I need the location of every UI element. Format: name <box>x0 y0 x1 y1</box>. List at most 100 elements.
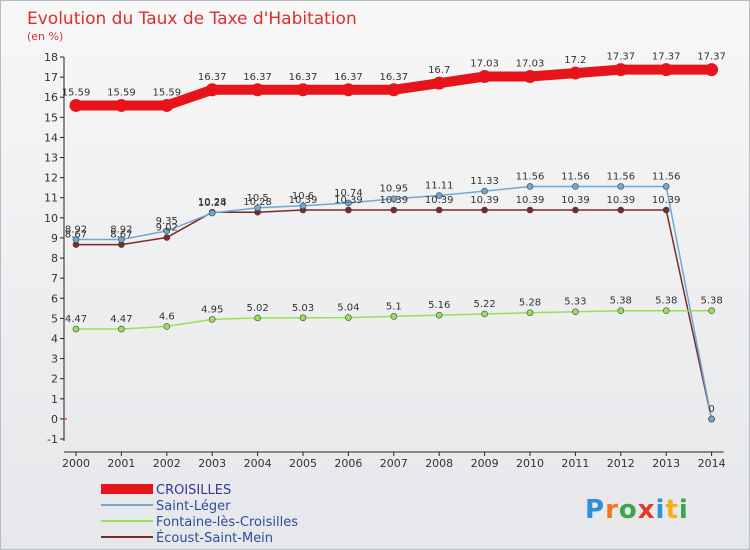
data-point <box>659 63 673 77</box>
data-label: 16.37 <box>243 72 272 83</box>
data-label: 17.37 <box>652 52 681 63</box>
data-label: 5.02 <box>246 303 268 314</box>
y-tick-label: 18 <box>44 51 58 64</box>
data-point <box>662 183 670 190</box>
x-tick-label: 2002 <box>153 457 181 470</box>
data-point <box>390 313 398 320</box>
data-point <box>662 206 670 214</box>
data-label: 17.37 <box>606 52 635 63</box>
data-label: 10.39 <box>652 195 681 206</box>
logo-letter: o <box>619 495 638 525</box>
data-point <box>708 307 715 315</box>
data-label: 11.11 <box>425 181 454 192</box>
x-tick-label: 2003 <box>198 457 226 470</box>
chart-title: Evolution du Taux de Taxe d'Habitation <box>27 9 357 29</box>
series-2 <box>72 307 715 333</box>
legend-label: Saint-Léger <box>156 499 231 514</box>
data-point <box>69 98 83 112</box>
data-point <box>118 325 125 333</box>
logo-letter: i <box>679 495 689 525</box>
series-labels-2: 4.47 4.47 4.6 4.95 5.02 5.03 5.04 5.1 5.16 5.22 5.… <box>65 296 723 325</box>
data-point <box>163 234 171 241</box>
data-label: 11.56 <box>606 171 635 182</box>
y-tick-label: 13 <box>44 152 58 165</box>
data-label: 10.6 <box>292 191 314 202</box>
data-point <box>526 309 534 317</box>
data-point <box>345 206 352 214</box>
data-label: 11.56 <box>561 171 590 182</box>
data-label: 10.39 <box>289 195 318 206</box>
data-point <box>299 314 307 322</box>
data-point <box>254 204 261 212</box>
legend-label: Écoust-Saint-Mein <box>156 530 273 546</box>
data-point <box>572 206 579 214</box>
data-point <box>208 209 216 217</box>
data-point <box>481 310 488 318</box>
data-point <box>708 415 715 423</box>
y-tick-label: 1 <box>51 393 58 406</box>
y-tick-label: 16 <box>44 91 58 104</box>
data-label: 16.37 <box>334 72 363 83</box>
data-label: 5.16 <box>428 300 450 311</box>
data-point <box>662 307 670 315</box>
data-label: 11.33 <box>470 176 499 187</box>
data-label: 16.7 <box>428 65 450 76</box>
data-label: 5.38 <box>655 296 677 307</box>
data-point <box>160 98 174 112</box>
x-tick-label: 2000 <box>62 457 90 470</box>
y-tick-label: 6 <box>51 292 58 305</box>
data-label: 10.28 <box>198 197 227 208</box>
y-tick-label: 10 <box>44 212 58 225</box>
data-label: 10.5 <box>246 193 268 204</box>
data-point <box>481 206 488 214</box>
data-label: 15.59 <box>107 87 136 98</box>
data-point <box>208 316 216 323</box>
data-label: 10.39 <box>516 195 545 206</box>
data-point <box>435 192 443 199</box>
data-point <box>435 206 443 214</box>
proxiti-logo: Proxiti <box>585 495 689 525</box>
data-label: 17.03 <box>516 59 545 70</box>
data-label: 8.67 <box>65 230 87 241</box>
data-label: 5.03 <box>292 303 314 314</box>
data-label: 5.38 <box>610 296 632 307</box>
x-tick-label: 2014 <box>698 457 726 470</box>
x-tick-label: 2012 <box>607 457 635 470</box>
data-label: 16.37 <box>289 72 318 83</box>
data-label: 10.39 <box>561 195 590 206</box>
data-point <box>118 236 125 243</box>
chart-legend: CROISILLESSaint-LégerFontaine-lès-Croisi… <box>101 483 298 546</box>
data-label: 5.38 <box>700 296 722 307</box>
legend-label: Fontaine-lès-Croisilles <box>156 515 298 530</box>
data-label: 17.2 <box>564 55 586 66</box>
data-point <box>299 202 307 210</box>
logo-letter: r <box>605 495 619 525</box>
data-label: 17.37 <box>697 52 726 63</box>
y-tick-label: 9 <box>51 232 58 245</box>
data-label: 10.95 <box>379 184 408 195</box>
x-tick-label: 2008 <box>425 457 453 470</box>
data-label: 5.04 <box>337 303 359 314</box>
data-point <box>345 314 352 321</box>
data-label: 5.33 <box>564 297 586 308</box>
data-label: 15.59 <box>152 87 181 98</box>
y-tick-label: 5 <box>51 312 58 325</box>
y-axis-unit-label: (en %) <box>27 30 63 43</box>
data-point <box>617 307 625 315</box>
series-0 <box>69 63 719 112</box>
data-point <box>72 236 80 243</box>
data-label: 15.59 <box>62 87 91 98</box>
data-label: 5.22 <box>473 299 495 310</box>
y-tick-label: 0 <box>51 413 58 426</box>
data-point <box>572 183 579 190</box>
y-tick-label: 17 <box>44 71 58 84</box>
data-point <box>114 98 128 112</box>
data-label: 4.6 <box>159 311 175 322</box>
data-point <box>254 314 261 322</box>
chart-series: 15.59 15.59 15.59 16.37 16.37 16.37 16.37 16.37… <box>62 52 726 423</box>
data-label: 0 <box>708 404 714 415</box>
data-point <box>163 227 171 235</box>
data-label: 8.92 <box>65 225 87 236</box>
logo-letter: x <box>638 495 656 525</box>
